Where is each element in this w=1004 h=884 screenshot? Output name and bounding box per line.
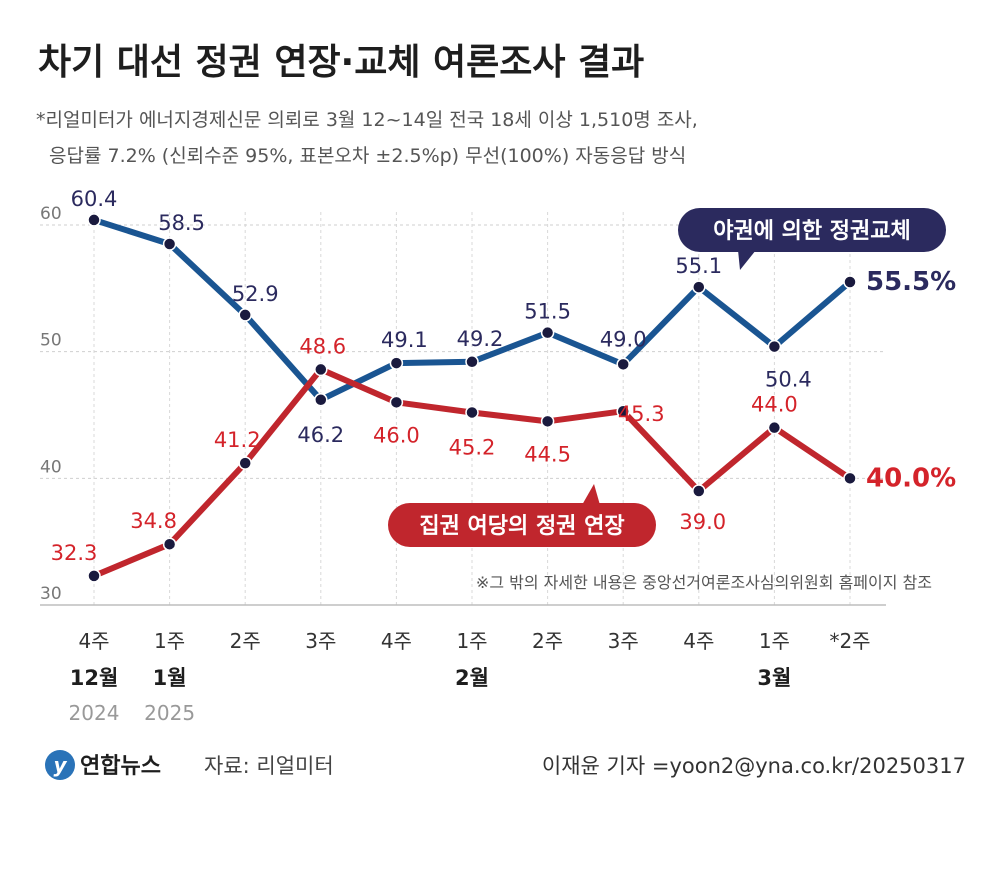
data-label-0-4: 49.1 (381, 328, 428, 352)
svg-text:y: y (53, 753, 67, 777)
data-label-1-8: 39.0 (679, 510, 726, 534)
chart-subtitle-line-1: *리얼미터가 에너지경제신문 의뢰로 3월 12~14일 전국 18세 이상 1… (36, 109, 698, 131)
x-tick-label-3: 3주 (305, 629, 336, 653)
data-label-0-6: 51.5 (524, 300, 571, 324)
x-tick-label-6: 2주 (532, 629, 563, 653)
legend-callout-opposition: 야권에 의한 정권교체 (678, 208, 946, 270)
y-tick-label-1: 40 (40, 457, 62, 477)
x-tick-label-5: 1주 (456, 629, 487, 653)
y-tick-label-2: 50 (40, 331, 62, 351)
data-label-0-10: 55.5% (866, 267, 956, 297)
data-label-1-10: 40.0% (866, 463, 956, 493)
data-label-0-1: 58.5 (158, 211, 205, 235)
data-point-1-10 (843, 471, 857, 486)
x-tick-label-0: 4주 (78, 629, 109, 653)
x-tick-label-7: 3주 (608, 629, 639, 653)
data-point-1-7 (616, 404, 630, 418)
data-point-0-9 (767, 339, 782, 354)
data-point-1-1 (162, 537, 177, 551)
data-point-0-2 (238, 308, 252, 322)
x-tick-label-2: 2주 (230, 629, 261, 653)
legend-callout-ruling: 집권 여당의 정권 연장 (388, 484, 656, 547)
data-point-0-4 (389, 356, 404, 370)
year-label-0: 2024 (69, 701, 120, 725)
data-label-0-8: 55.1 (675, 254, 722, 278)
data-point-1-8 (692, 484, 706, 498)
data-label-0-3: 46.2 (297, 423, 344, 447)
chart-annotation: ※그 밖의 자세한 내용은 중앙선거여론조사심의위원회 홈페이지 참조 (476, 573, 932, 592)
chart-subtitle-line-2: 응답률 7.2% (신뢰수준 95%, 표본오차 ±2.5%p) 무선(100%… (49, 145, 686, 167)
data-label-1-5: 45.2 (449, 435, 496, 459)
data-label-0-0: 60.4 (71, 187, 118, 211)
data-point-0-3 (314, 393, 328, 407)
data-point-1-2 (238, 456, 252, 470)
brand-logo: y (45, 750, 75, 780)
month-label-5: 2월 (455, 666, 489, 690)
data-point-0-8 (692, 280, 706, 294)
month-label-9: 3월 (757, 666, 791, 690)
data-label-1-1: 34.8 (130, 509, 177, 533)
data-label-1-7: 45.3 (618, 402, 665, 426)
month-label-0: 12월 (70, 666, 119, 690)
month-label-1: 1월 (153, 666, 187, 690)
x-tick-label-8: 4주 (683, 629, 714, 653)
data-point-1-0 (87, 569, 101, 583)
data-point-1-3 (314, 362, 328, 377)
data-label-1-6: 44.5 (524, 442, 571, 466)
data-point-0-6 (540, 325, 555, 340)
chart-title: 차기 대선 정권 연장·교체 여론조사 결과 (38, 42, 644, 83)
y-tick-label-0: 30 (40, 584, 62, 604)
data-label-1-2: 41.2 (214, 428, 261, 452)
x-tick-label-9: 1주 (759, 629, 790, 653)
data-point-1-6 (540, 414, 555, 429)
data-point-0-10 (843, 275, 857, 289)
data-point-1-4 (389, 395, 404, 410)
data-label-0-2: 52.9 (232, 282, 279, 306)
data-point-0-5 (465, 355, 479, 369)
data-label-0-7: 49.0 (600, 327, 647, 351)
data-points (87, 213, 857, 583)
legend-label-ruling: 집권 여당의 정권 연장 (419, 514, 624, 539)
x-tick-label-10: *2주 (829, 629, 870, 653)
year-label-1: 2025 (144, 701, 195, 725)
data-labels: 60.4 58.5 52.9 46.2 49.1 49.2 51.5 49.0 55.1 50.4… (51, 187, 957, 565)
brand-name: 연합뉴스 (80, 753, 161, 779)
legend-label-opposition: 야권에 의한 정권교체 (713, 219, 910, 244)
data-label-0-9: 50.4 (765, 368, 812, 392)
data-label-1-3: 48.6 (299, 334, 346, 358)
data-label-0-5: 49.2 (457, 327, 504, 351)
source-text: 자료: 리얼미터 (204, 754, 334, 778)
data-point-0-1 (162, 237, 177, 251)
data-point-0-7 (616, 357, 630, 372)
data-point-0-0 (87, 213, 101, 227)
data-point-1-9 (767, 420, 782, 435)
data-label-1-9: 44.0 (751, 393, 798, 417)
x-tick-label-4: 4주 (381, 629, 412, 653)
x-tick-label-1: 1주 (154, 629, 185, 653)
data-label-1-4: 46.0 (373, 423, 420, 447)
data-label-1-0: 32.3 (51, 541, 98, 565)
credit-text: 이재윤 기자 =yoon2@yna.co.kr/20250317 (542, 754, 966, 778)
axes: 30 40 50 60 4주 12월 2024 1주 1월 2025 2주 3주 4주 1주 2월 2주 3주 4… (40, 204, 886, 725)
y-tick-label-3: 60 (40, 204, 62, 224)
data-point-1-5 (465, 405, 479, 420)
